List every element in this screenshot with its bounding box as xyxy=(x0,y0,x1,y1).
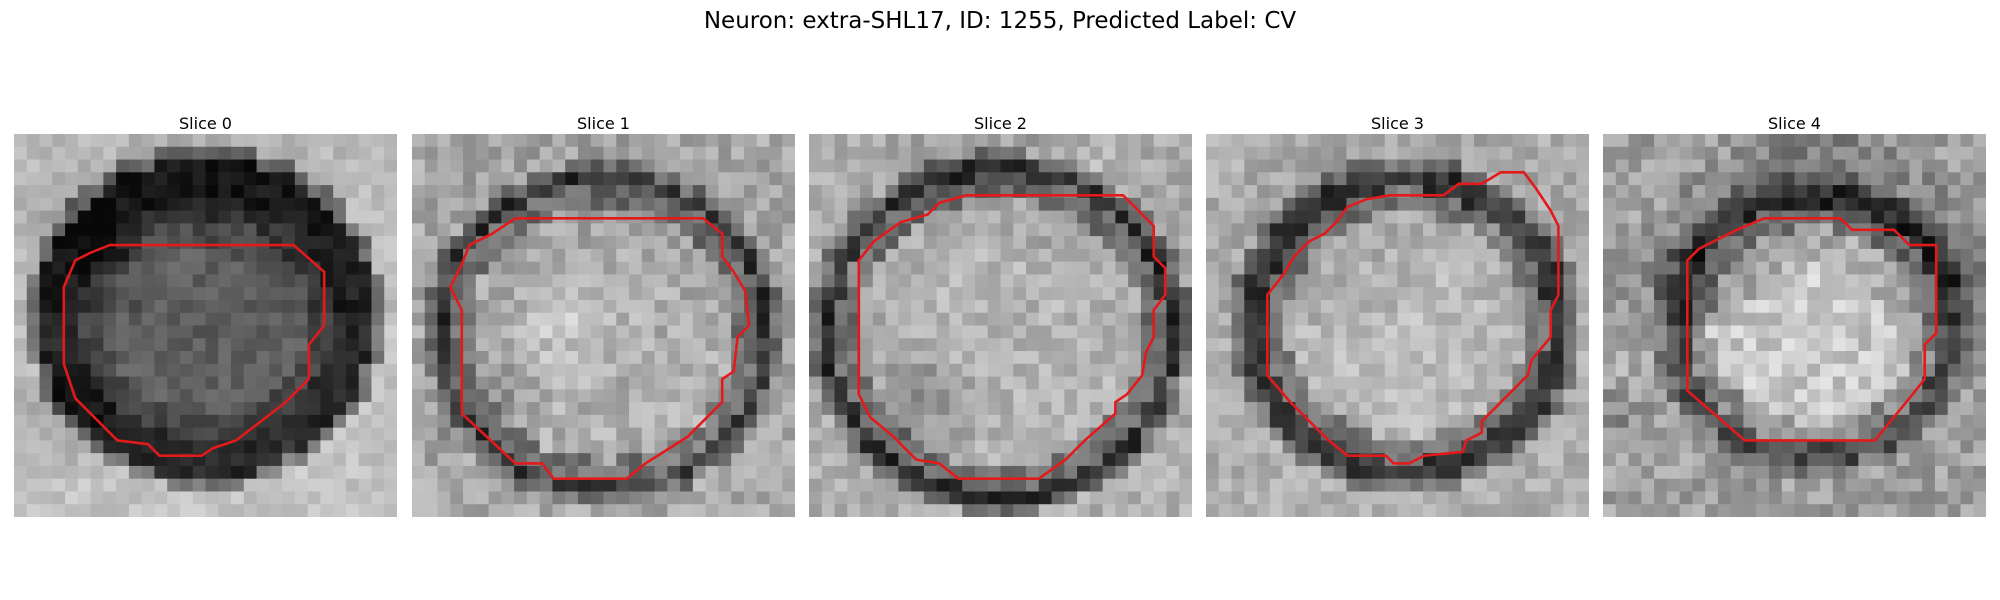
slice-panel: Slice 0 xyxy=(14,114,397,517)
segmentation-contour xyxy=(857,193,1167,481)
slice-pixels xyxy=(1603,134,1986,517)
slice-image-1 xyxy=(412,134,795,517)
slice-title: Slice 3 xyxy=(1371,114,1424,133)
slice-image-2 xyxy=(809,134,1192,517)
slice-title: Slice 2 xyxy=(974,114,1027,133)
slice-title: Slice 0 xyxy=(179,114,232,133)
figure-title: Neuron: extra-SHL17, ID: 1255, Predicted… xyxy=(703,8,1297,34)
slice-pixels xyxy=(809,134,1192,517)
slice-pixels xyxy=(14,134,397,517)
slice-panel: Slice 1 xyxy=(412,114,795,517)
slice-panel: Slice 2 xyxy=(809,114,1192,517)
slice-panel: Slice 3 xyxy=(1206,114,1589,517)
slice-image-4 xyxy=(1603,134,1986,517)
slice-panel: Slice 4 xyxy=(1603,114,1986,517)
segmentation-contour xyxy=(1265,170,1560,465)
slice-image-3 xyxy=(1206,134,1589,517)
slice-title: Slice 1 xyxy=(577,114,630,133)
slice-title: Slice 4 xyxy=(1768,114,1821,133)
slice-pixels xyxy=(1206,134,1589,517)
segmentation-contour xyxy=(62,243,326,458)
segmentation-contour xyxy=(1686,217,1938,442)
segmentation-contour xyxy=(448,217,751,481)
slice-image-0 xyxy=(14,134,397,517)
slice-pixels xyxy=(412,134,795,517)
